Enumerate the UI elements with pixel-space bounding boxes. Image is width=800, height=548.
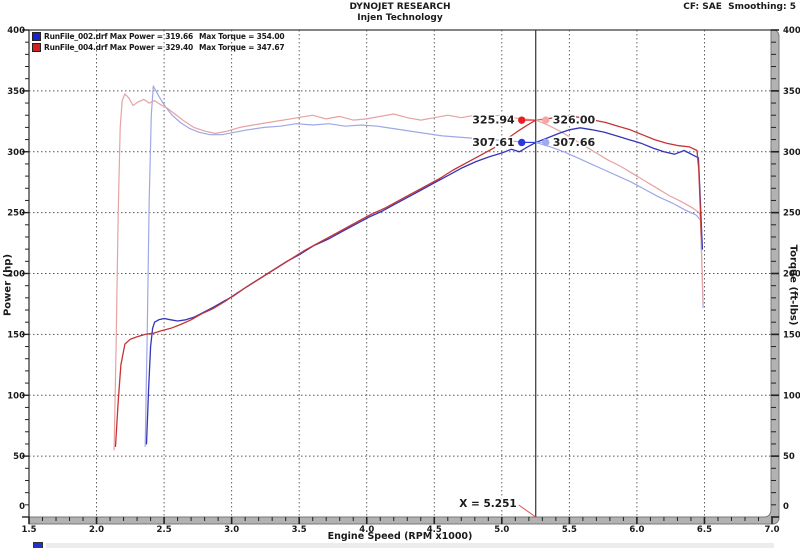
power-tick-label-150: 150 [7, 330, 25, 340]
torque-tick-label-400: 400 [783, 26, 800, 36]
callout-dot-2 [518, 138, 526, 147]
series-runfile-004-torque [113, 93, 704, 451]
x-tick-label-2.5: 2.5 [157, 525, 172, 535]
x-tick-label-6.5: 6.5 [697, 525, 712, 535]
series-runfile-004-power [114, 115, 703, 448]
callout-value-3: 307.66 [553, 136, 596, 149]
x-tick-label-3.0: 3.0 [224, 525, 239, 535]
torque-tick-label-300: 300 [783, 148, 800, 158]
callout-dot-3 [542, 138, 550, 147]
legend-row-runfile-004: RunFile_004.drf Max Power = 329.40 Max T… [32, 42, 285, 52]
runfile-004-color-swatch [32, 42, 41, 52]
power-tick-label-250: 250 [7, 209, 25, 219]
series-runfile-002-torque [144, 85, 704, 447]
x-tick-label-7.0: 7.0 [764, 525, 779, 535]
x-tick-label-5.0: 5.0 [494, 525, 509, 535]
runfile-002-max-torque-label: Max Torque = 354.00 [199, 31, 285, 41]
torque-tick-label-0: 0 [783, 502, 789, 512]
torque-tick-label-100: 100 [783, 391, 800, 401]
correction-smoothing-info: CF: SAE Smoothing: 5 [683, 2, 796, 12]
torque-tick-label-150: 150 [783, 330, 800, 340]
runfile-002-color-swatch [32, 31, 41, 41]
power-tick-label-200: 200 [7, 270, 25, 280]
runfile-004-max-power-label: RunFile_004.drf Max Power = 329.40 [44, 42, 193, 52]
run-legend: RunFile_002.drf Max Power = 319.66 Max T… [32, 31, 285, 53]
runfile-002-max-power-label: RunFile_002.drf Max Power = 319.66 [44, 31, 193, 41]
power-tick-label-100: 100 [7, 391, 25, 401]
x-tick-label-2.0: 2.0 [89, 525, 104, 535]
torque-tick-label-250: 250 [783, 209, 800, 219]
torque-tick-label-200: 200 [783, 270, 800, 280]
power-tick-label-300: 300 [7, 148, 25, 158]
torque-tick-label-50: 50 [783, 452, 795, 462]
callout-value-2: 307.61 [472, 136, 514, 149]
x-tick-label-3.5: 3.5 [292, 525, 307, 535]
torque-axis-title: Torque (ft-lbs) [787, 244, 799, 326]
power-axis-title: Power (hp) [2, 253, 14, 317]
power-tick-label-350: 350 [7, 87, 25, 97]
plot-frame-bar [28, 29, 780, 525]
callout-dot-1 [542, 116, 550, 124]
callout-dot-0 [518, 116, 526, 124]
torque-tick-label-350: 350 [783, 87, 800, 97]
bottom-run-row-partial [33, 542, 774, 548]
bottom-run-bar [46, 543, 774, 548]
legend-row-runfile-002: RunFile_002.drf Max Power = 319.66 Max T… [32, 31, 285, 41]
power-tick-label-0: 0 [19, 502, 25, 512]
x-tick-label-4.0: 4.0 [359, 525, 374, 535]
power-tick-label-400: 400 [7, 26, 25, 36]
bottom-run-color-swatch [33, 542, 43, 548]
x-tick-label-1.5: 1.5 [21, 525, 36, 535]
rpm-axis-title: Engine Speed (RPM x1000) [327, 531, 473, 542]
x-tick-label-5.5: 5.5 [562, 525, 577, 535]
callout-value-1: 326.00 [553, 114, 596, 127]
power-tick-label-50: 50 [13, 452, 25, 462]
series-runfile-002-power [145, 127, 704, 445]
cursor-pointer-line [518, 504, 537, 518]
chart-subtitle: Injen Technology [357, 13, 443, 23]
cursor-x-label: X = 5.251 [459, 498, 516, 510]
runfile-004-max-torque-label: Max Torque = 347.67 [199, 42, 285, 52]
x-tick-label-6.0: 6.0 [629, 525, 644, 535]
chart-title: DYNOJET RESEARCH [349, 2, 451, 12]
x-tick-label-4.5: 4.5 [427, 525, 442, 535]
callout-value-0: 325.94 [472, 114, 515, 127]
